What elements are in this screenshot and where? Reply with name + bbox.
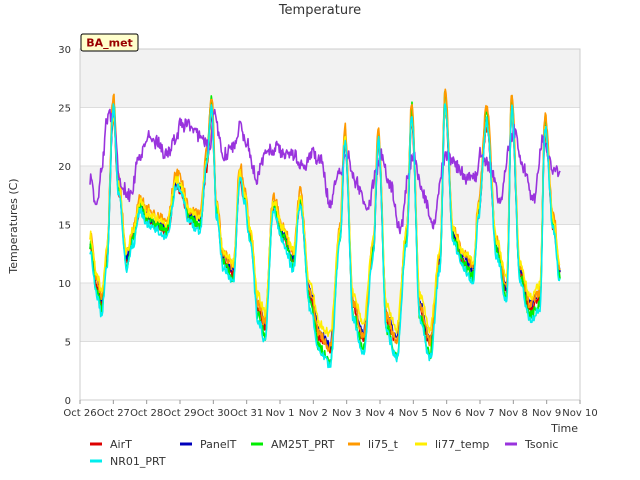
legend-label: li75_t <box>368 438 399 451</box>
legend-item: NR01_PRT <box>90 455 166 468</box>
legend-label: li77_temp <box>435 438 489 451</box>
y-tick-label: 25 <box>58 104 71 115</box>
legend-item: AM25T_PRT <box>251 438 335 451</box>
legend: AirT PanelT AM25T_PRT li75_t li77_temp Tsonic… <box>90 438 558 468</box>
x-tick-label: Oct 29 <box>163 408 196 419</box>
x-tick-label: Oct 26 <box>63 408 96 419</box>
legend-item: Tsonic <box>505 438 558 451</box>
y-tick-label: 0 <box>65 396 71 407</box>
y-axis-ticks: 0 5 10 15 20 25 30 <box>58 45 71 407</box>
x-tick-label: Nov 2 <box>299 408 328 419</box>
legend-item: PanelT <box>180 438 237 451</box>
legend-item: li77_temp <box>415 438 489 451</box>
legend-item: AirT <box>90 438 132 451</box>
x-axis-ticks: Oct 26 Oct 27 Oct 28 Oct 29 Oct 30 Oct 31 Nov … <box>63 400 598 419</box>
x-tick-label: Nov 8 <box>499 408 528 419</box>
station-badge-label: BA_met <box>86 37 133 50</box>
band <box>80 107 580 166</box>
x-tick-label: Nov 9 <box>532 408 561 419</box>
x-tick-label: Nov 10 <box>562 408 597 419</box>
series-line-nr01-prt <box>89 103 561 369</box>
x-tick-label: Nov 6 <box>432 408 461 419</box>
x-tick-label: Nov 7 <box>465 408 494 419</box>
series-line-tsonic <box>89 105 561 235</box>
x-tick-label: Nov 1 <box>265 408 294 419</box>
x-axis-label: Time <box>550 422 578 435</box>
y-tick-label: 5 <box>65 338 71 349</box>
station-badge: BA_met <box>80 33 139 52</box>
plot-frame <box>79 48 581 401</box>
x-tick-label: Nov 4 <box>365 408 394 419</box>
chart-title: Temperature <box>278 3 361 18</box>
band <box>80 49 580 108</box>
x-tick-label: Nov 5 <box>399 408 428 419</box>
y-tick-label: 30 <box>58 45 71 56</box>
x-tick-label: Oct 28 <box>130 408 163 419</box>
legend-label: AirT <box>110 438 132 451</box>
legend-label: PanelT <box>200 438 237 451</box>
y-tick-label: 15 <box>58 221 71 232</box>
legend-label: NR01_PRT <box>110 455 166 468</box>
y-tick-label: 20 <box>58 162 71 173</box>
series-layer <box>89 88 561 369</box>
x-tick-label: Oct 27 <box>97 408 130 419</box>
legend-item: li75_t <box>348 438 399 451</box>
x-tick-label: Oct 31 <box>230 408 263 419</box>
legend-label: Tsonic <box>524 438 558 451</box>
y-tick-label: 10 <box>58 279 71 290</box>
legend-label: AM25T_PRT <box>271 438 335 451</box>
x-tick-label: Nov 3 <box>332 408 361 419</box>
x-tick-label: Oct 30 <box>197 408 230 419</box>
y-axis-label: Temperatures (C) <box>7 178 20 274</box>
